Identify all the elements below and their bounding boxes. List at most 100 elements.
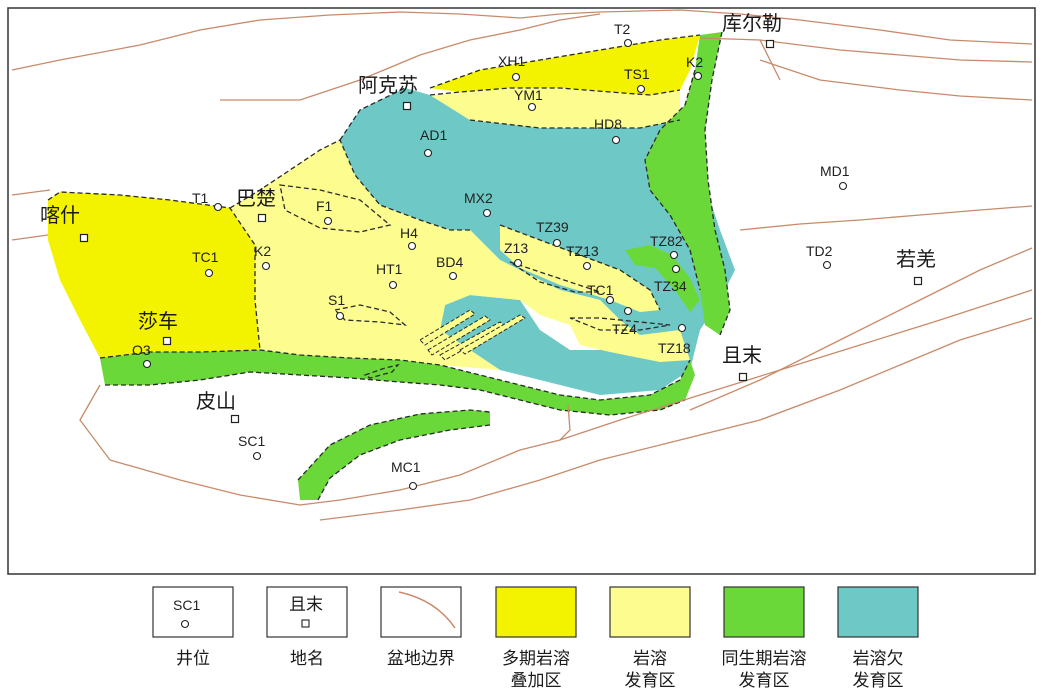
legend-label: 地名 — [290, 649, 324, 669]
well-18: K2 — [254, 243, 271, 271]
legend-swatch — [380, 586, 462, 638]
well-label: MX2 — [464, 190, 493, 206]
well-circle-icon — [677, 323, 687, 333]
well-label: TZ13 — [566, 243, 599, 259]
well-circle-icon — [408, 481, 418, 491]
well-label: XH1 — [498, 53, 525, 69]
legend-item-boundary: 盆地边界 — [380, 586, 462, 669]
basin-line-sw — [79, 384, 111, 461]
basin-boundaries — [11, 9, 1033, 521]
well-label: H4 — [400, 225, 418, 241]
well-label: TC1 — [587, 282, 614, 298]
well-circle-icon — [407, 241, 417, 251]
well-label: S1 — [328, 292, 345, 308]
well-circle-icon — [511, 72, 521, 82]
well-circle-icon — [623, 38, 633, 48]
well-label: T1 — [192, 190, 209, 206]
place-square-icon — [257, 213, 267, 223]
well-8: MD1 — [820, 163, 850, 191]
place-2: 阿克苏 — [358, 73, 418, 111]
place-label: 若羌 — [896, 247, 936, 271]
well-23: TC1 — [587, 282, 615, 305]
well-label: YM1 — [514, 87, 543, 103]
zone-syn-karst-tz82 — [625, 245, 700, 312]
well-25: TZ4 — [612, 306, 637, 337]
well-21: TD2 — [806, 243, 833, 270]
well-1: T2 — [614, 21, 633, 48]
boundary-central-west — [229, 139, 470, 231]
well-label: K2 — [254, 243, 271, 259]
legend-swatch — [609, 586, 691, 638]
well-circle-icon — [180, 619, 190, 629]
well-markers: T2 XH1 TS1 K2 YM1 HD8 AD1 MD1 T1 F1 MX2 TZ39 H4 Z13 TZ… — [132, 21, 850, 491]
boundary-s1-lens — [333, 304, 408, 326]
zone-syn-karst-south — [100, 350, 695, 415]
basin-line-se — [689, 247, 1033, 411]
place-7: 且末 — [722, 343, 762, 382]
place-3: 巴楚 — [236, 186, 276, 223]
basin-line-east — [739, 205, 1033, 231]
basin-line-ne — [759, 59, 1033, 101]
well-19: HT1 — [376, 261, 403, 290]
well-circle-icon — [623, 306, 633, 316]
well-2: XH1 — [498, 53, 525, 82]
legend-label: 同生期岩溶 — [722, 649, 807, 669]
well-label: O3 — [132, 342, 151, 358]
well-10: F1 — [316, 198, 333, 226]
boundary-west-block — [47, 191, 261, 351]
basin-line-korla — [699, 37, 1033, 63]
well-circle-icon — [323, 216, 333, 226]
boundary-line-icon — [398, 591, 456, 629]
well-circle-icon — [423, 148, 433, 158]
well-circle-icon — [213, 202, 223, 212]
well-circle-icon — [448, 271, 458, 281]
well-9: T1 — [192, 190, 223, 212]
zone-syn-karst-east — [645, 32, 730, 335]
place-square-icon — [738, 372, 748, 382]
well-label: TZ18 — [658, 340, 691, 356]
boundary-f1 — [279, 184, 392, 233]
legend-sample-text: SC1 — [173, 597, 200, 613]
place-label: 且末 — [722, 343, 762, 367]
well-3: TS1 — [624, 66, 650, 94]
basin-line-north — [11, 9, 1033, 71]
well-label: F1 — [316, 198, 333, 214]
place-square-icon — [913, 276, 923, 286]
legend-label: 发育区 — [853, 671, 904, 691]
well-circle-icon — [611, 135, 621, 145]
boundary-south — [99, 349, 691, 401]
well-circle-icon — [605, 295, 615, 305]
place-square-icon — [301, 619, 310, 628]
well-label: BD4 — [436, 254, 463, 270]
well-24: S1 — [328, 292, 345, 321]
place-label: 阿克苏 — [358, 73, 418, 97]
basin-line-north-inner — [220, 13, 601, 101]
well-label: Z13 — [504, 240, 528, 256]
well-circle-icon — [552, 238, 562, 248]
place-label: 巴楚 — [236, 186, 276, 210]
boundary-weak-outline — [339, 87, 681, 141]
basin-line-s-short — [559, 404, 571, 441]
well-27: O3 — [132, 342, 152, 369]
well-circle-icon — [142, 359, 152, 369]
well-circle-icon — [261, 261, 271, 271]
well-label: TD2 — [806, 243, 833, 259]
well-6: HD8 — [594, 116, 622, 145]
well-circle-icon — [252, 451, 262, 461]
legend-swatch — [152, 586, 234, 638]
strip-1 — [419, 309, 476, 346]
place-square-icon — [79, 233, 89, 243]
zone-karst-central — [230, 140, 690, 370]
place-square-icon — [402, 101, 412, 111]
legend-label: 盆地边界 — [387, 649, 455, 669]
well-17: TC1 — [192, 249, 219, 278]
well-22: TZ34 — [654, 264, 687, 294]
well-label: MD1 — [820, 163, 850, 179]
place-label: 莎车 — [138, 309, 178, 333]
well-circle-icon — [693, 71, 703, 81]
boundary-south-outer — [105, 371, 686, 416]
zone-karst-north — [430, 88, 680, 128]
